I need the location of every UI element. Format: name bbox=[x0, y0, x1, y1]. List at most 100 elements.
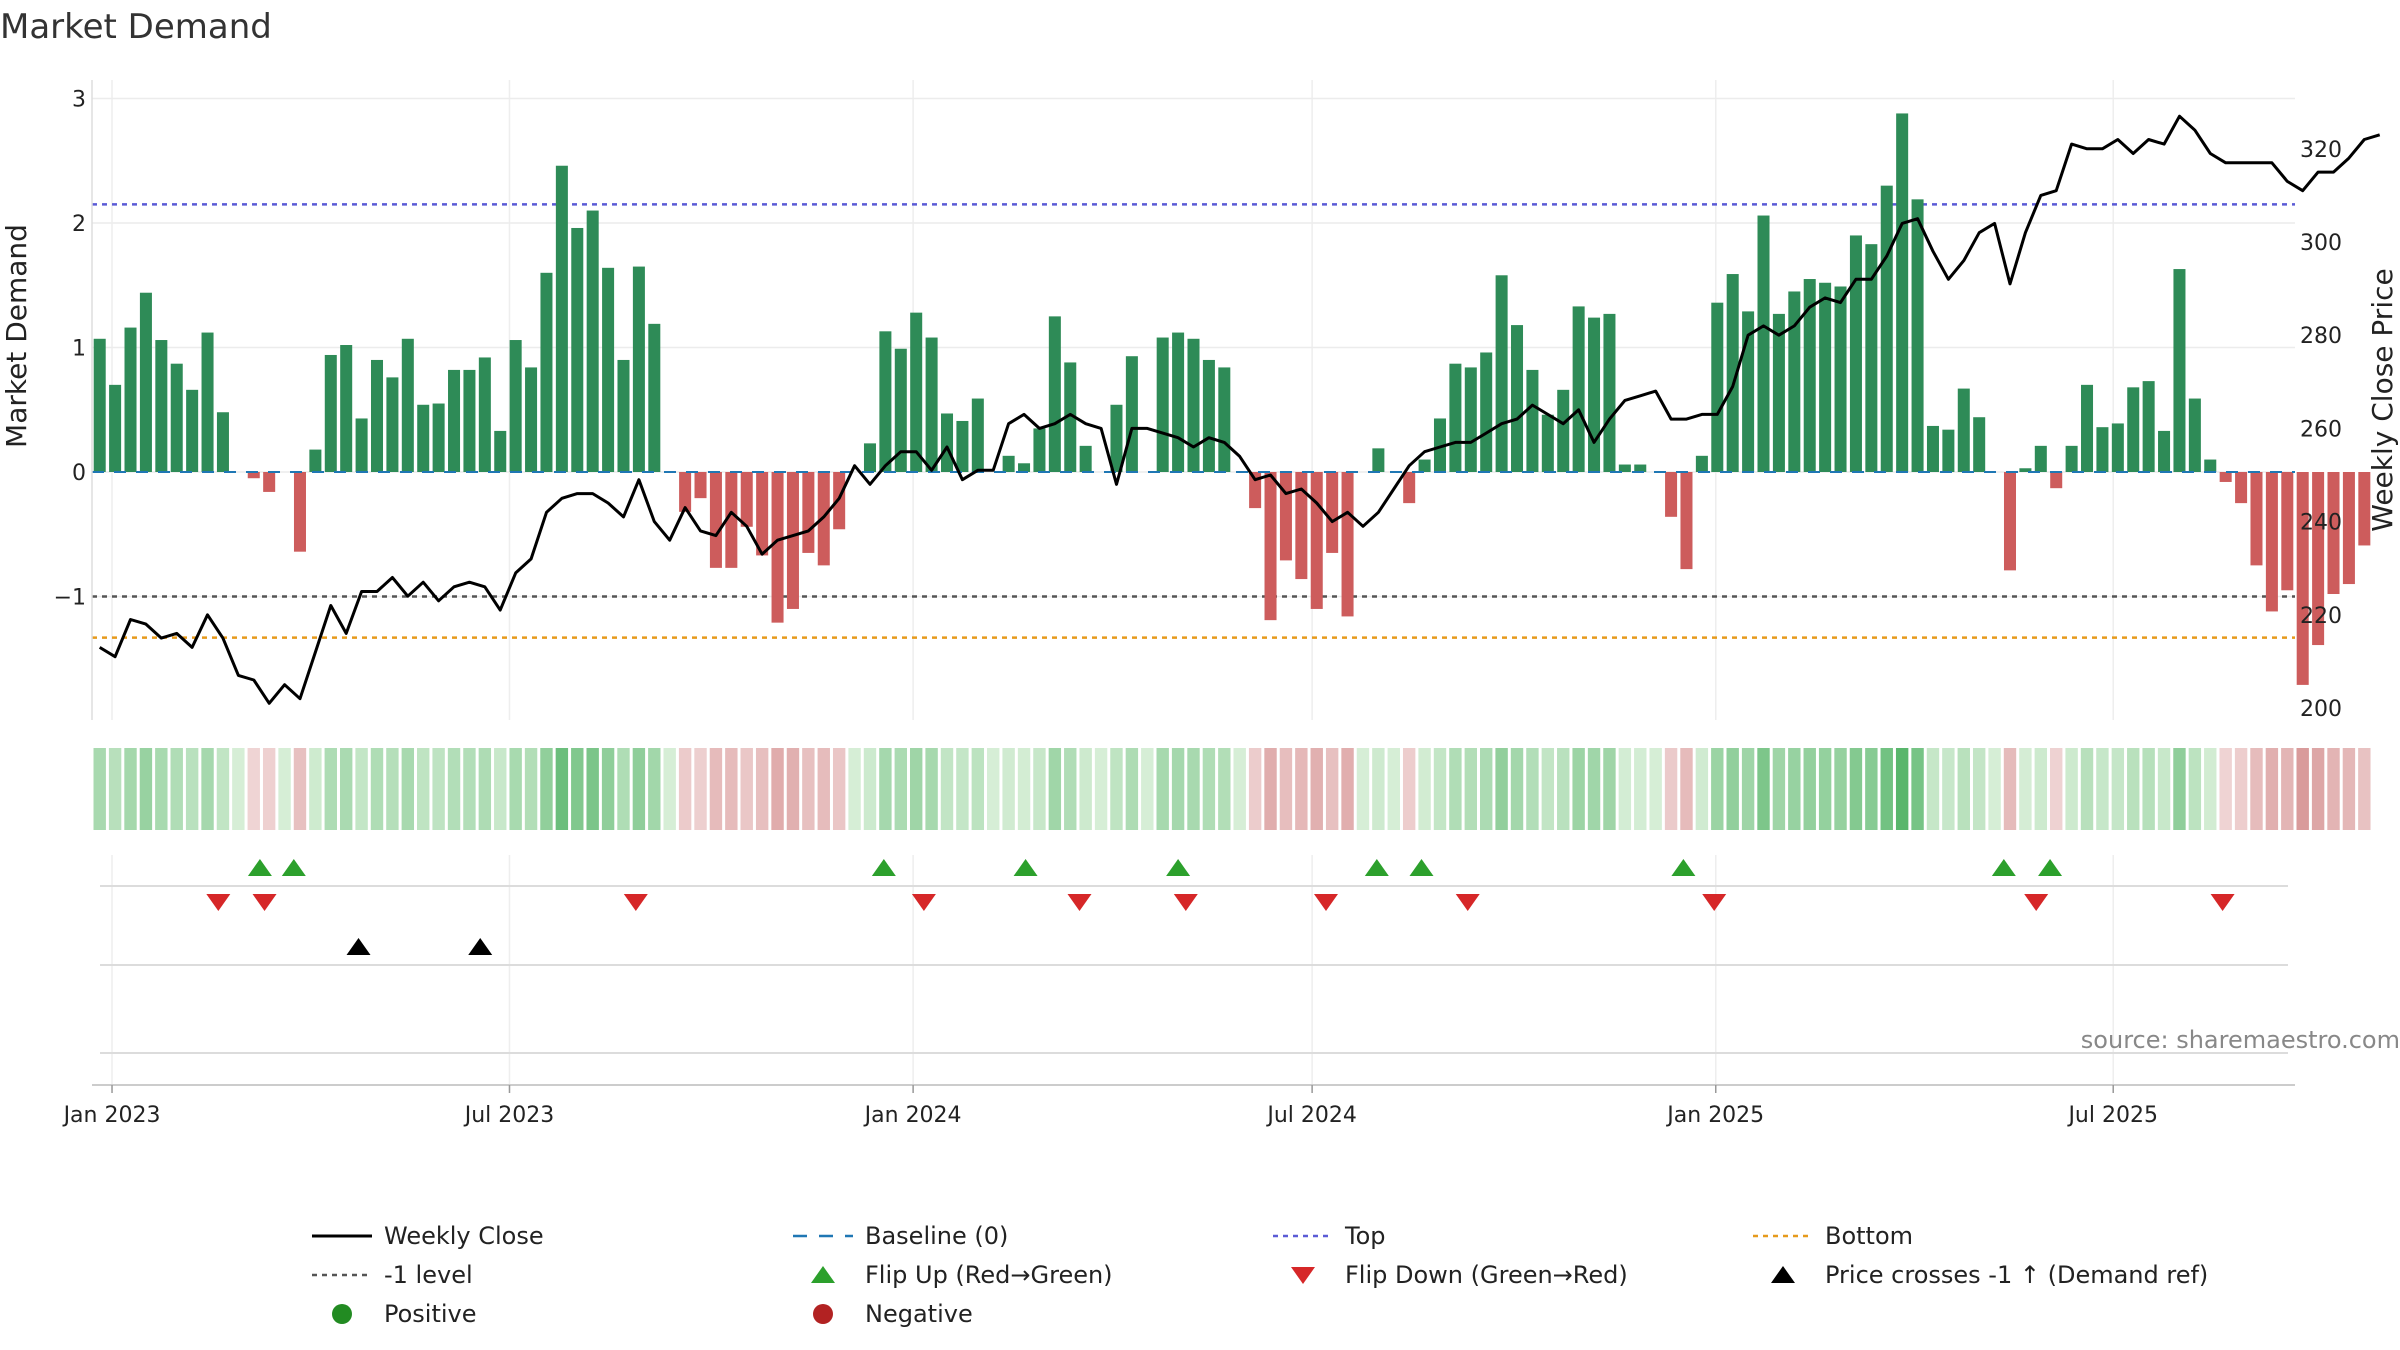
legend-swatch-circle bbox=[813, 1304, 833, 1324]
demand-bar-positive bbox=[1788, 291, 1801, 472]
flip-up-marker bbox=[1166, 859, 1191, 876]
demand-bar-negative bbox=[2342, 472, 2355, 585]
heatmap-cell bbox=[909, 748, 923, 830]
heatmap-cell bbox=[2096, 748, 2109, 830]
demand-bar-positive bbox=[1172, 332, 1185, 472]
demand-bar-negative bbox=[2281, 472, 2294, 591]
heatmap-cell bbox=[232, 748, 245, 830]
legend-item: Flip Down (Green→Red) bbox=[1291, 1261, 1628, 1289]
demand-bar-negative bbox=[725, 472, 738, 568]
heatmap-cell bbox=[1202, 748, 1216, 830]
legend-item: Weekly Close bbox=[312, 1222, 544, 1250]
demand-bar-positive bbox=[1803, 279, 1816, 472]
legend-item: Price crosses -1 ↑ (Demand ref) bbox=[1771, 1261, 2208, 1289]
demand-bar-negative bbox=[1403, 472, 1416, 504]
heatmap-cell bbox=[216, 748, 230, 830]
demand-bar-positive bbox=[2173, 269, 2186, 472]
heatmap-cell bbox=[925, 748, 938, 830]
demand-bar-positive bbox=[1726, 274, 1739, 472]
demand-bar-positive bbox=[525, 367, 538, 472]
legend-item: Bottom bbox=[1753, 1222, 1913, 1250]
heatmap-cell bbox=[2296, 748, 2309, 830]
heatmap-cell bbox=[832, 748, 846, 830]
heatmap-cell bbox=[1865, 748, 1878, 830]
demand-bar-positive bbox=[1695, 455, 1708, 472]
heatmap-cell bbox=[185, 748, 199, 830]
x-tick-label: Jan 2023 bbox=[62, 1103, 161, 1128]
right-tick-label: 260 bbox=[2300, 417, 2342, 442]
heatmap-cell bbox=[1880, 748, 1893, 830]
left-tick-label: 2 bbox=[72, 212, 86, 237]
heatmap-cell bbox=[863, 748, 877, 830]
flip-down-marker bbox=[1067, 894, 1092, 911]
demand-bar-positive bbox=[879, 331, 892, 472]
demand-bar-positive bbox=[617, 359, 630, 472]
left-tick-label: 0 bbox=[72, 461, 86, 486]
heatmap-cell bbox=[494, 748, 507, 830]
heatmap-cell bbox=[2250, 748, 2263, 830]
demand-bar-positive bbox=[2158, 430, 2171, 472]
heatmap-cell bbox=[1310, 748, 1323, 830]
heatmap-cell bbox=[1942, 748, 1955, 830]
heatmap-cell bbox=[1587, 748, 1601, 830]
demand-bar-positive bbox=[925, 337, 938, 472]
heatmap-cell bbox=[1125, 748, 1139, 830]
demand-bar-positive bbox=[1464, 367, 1477, 472]
x-tick-label: Jul 2023 bbox=[463, 1103, 555, 1128]
demand-bar-positive bbox=[1757, 215, 1770, 472]
heatmap-cell bbox=[2342, 748, 2356, 830]
demand-bar-negative bbox=[2219, 472, 2232, 482]
right-tick-label: 320 bbox=[2300, 138, 2342, 163]
legend-item: -1 level bbox=[312, 1261, 473, 1289]
demand-bar-positive bbox=[401, 338, 414, 472]
heatmap-cell bbox=[417, 748, 430, 830]
demand-bar-positive bbox=[494, 430, 507, 472]
heatmap-cell bbox=[663, 748, 676, 830]
heatmap-cell bbox=[1064, 748, 1077, 830]
demand-bar-positive bbox=[1742, 311, 1755, 472]
heatmap-cell bbox=[2111, 748, 2125, 830]
heatmap-cell bbox=[1972, 748, 1986, 830]
demand-bar-positive bbox=[941, 413, 954, 472]
heatmap-cell bbox=[1603, 748, 1616, 830]
heatmap-cell bbox=[124, 748, 137, 830]
heatmap-cell bbox=[2065, 748, 2078, 830]
demand-bar-positive bbox=[478, 357, 491, 472]
demand-bar-positive bbox=[1711, 302, 1724, 472]
flip-down-marker bbox=[1702, 894, 1727, 911]
demand-bar-negative bbox=[740, 472, 753, 527]
heatmap-cell bbox=[447, 748, 461, 830]
legend-label: Baseline (0) bbox=[865, 1222, 1008, 1250]
demand-bar-positive bbox=[2142, 381, 2155, 472]
demand-bar-negative bbox=[2250, 472, 2263, 566]
flip-up-marker bbox=[1364, 859, 1389, 876]
reference-lines bbox=[92, 203, 2295, 639]
demand-bar-positive bbox=[370, 359, 384, 472]
heatmap-cell bbox=[293, 748, 307, 830]
demand-bar-negative bbox=[1279, 472, 1292, 561]
heatmap-cell bbox=[108, 748, 122, 830]
demand-bar-positive bbox=[1018, 463, 1031, 472]
heatmap-cell bbox=[1957, 748, 1970, 830]
left-tick-label: 3 bbox=[72, 88, 86, 113]
legend-label: Positive bbox=[384, 1300, 477, 1328]
demand-bar-negative bbox=[694, 472, 707, 499]
heatmap-cell bbox=[201, 748, 214, 830]
heatmap-cell bbox=[2234, 748, 2248, 830]
heatmap-cell bbox=[1325, 748, 1339, 830]
demand-bar-positive bbox=[509, 340, 522, 472]
demand-bar-positive bbox=[124, 327, 137, 472]
heatmap-cell bbox=[755, 748, 769, 830]
heatmap-cell bbox=[879, 748, 892, 830]
heatmap-cell bbox=[1926, 748, 1940, 830]
heatmap-cell bbox=[540, 748, 553, 830]
heatmap-cell bbox=[1988, 748, 2001, 830]
heatmap-cell bbox=[1695, 748, 1709, 830]
heatmap-cell bbox=[1295, 748, 1308, 830]
demand-bar-positive bbox=[2204, 459, 2217, 472]
heatmap-cell bbox=[355, 748, 368, 830]
demand-bar-positive bbox=[139, 292, 152, 472]
heatmap-cell bbox=[740, 748, 753, 830]
heatmap-cell bbox=[1464, 748, 1478, 830]
